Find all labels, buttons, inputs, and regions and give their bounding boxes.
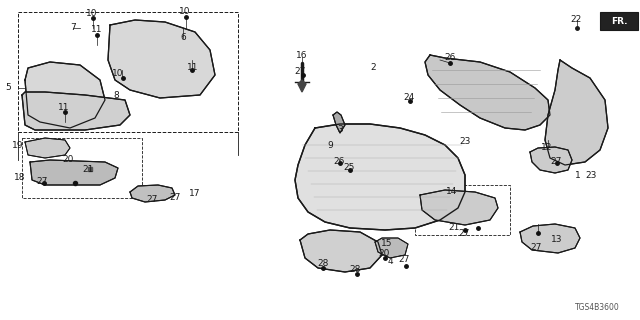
Text: 27: 27 — [170, 194, 180, 203]
Polygon shape — [300, 230, 382, 272]
Polygon shape — [130, 185, 175, 202]
Bar — [415, 185, 510, 235]
Text: 27: 27 — [147, 196, 157, 204]
Text: 9: 9 — [327, 140, 333, 149]
Text: 23: 23 — [460, 137, 470, 146]
Text: 1: 1 — [575, 171, 581, 180]
Text: 15: 15 — [381, 238, 393, 247]
Text: 18: 18 — [14, 173, 26, 182]
Text: 20: 20 — [378, 249, 390, 258]
Text: 25: 25 — [343, 164, 355, 172]
Bar — [18, 12, 238, 132]
Text: 28: 28 — [317, 259, 329, 268]
Text: 11: 11 — [58, 103, 70, 113]
Text: 26: 26 — [333, 157, 345, 166]
Polygon shape — [22, 92, 130, 130]
Polygon shape — [530, 147, 572, 173]
Text: 5: 5 — [5, 84, 11, 92]
Text: 4: 4 — [387, 258, 393, 267]
Text: 20: 20 — [62, 156, 74, 164]
Text: 10: 10 — [179, 7, 191, 17]
Polygon shape — [30, 160, 118, 185]
Text: 24: 24 — [403, 92, 415, 101]
Text: 17: 17 — [189, 188, 201, 197]
Text: 14: 14 — [446, 188, 458, 196]
Text: 27: 27 — [531, 244, 541, 252]
Text: 2: 2 — [370, 62, 376, 71]
Text: 22: 22 — [570, 15, 582, 25]
Text: 27: 27 — [458, 229, 470, 238]
Polygon shape — [25, 62, 105, 128]
Text: 26: 26 — [444, 53, 456, 62]
Text: 3: 3 — [337, 125, 343, 134]
Text: 11: 11 — [92, 26, 103, 35]
Text: FR.: FR. — [611, 17, 627, 26]
Text: 28: 28 — [349, 266, 361, 275]
Polygon shape — [520, 224, 580, 253]
Bar — [22, 138, 142, 198]
Text: 19: 19 — [12, 140, 24, 149]
Text: 27: 27 — [294, 68, 306, 76]
Polygon shape — [108, 20, 215, 98]
Polygon shape — [425, 55, 550, 130]
Text: 12: 12 — [541, 142, 553, 151]
Polygon shape — [333, 112, 345, 133]
Text: 16: 16 — [296, 52, 308, 60]
Text: 10: 10 — [86, 9, 98, 18]
Polygon shape — [295, 124, 465, 230]
Text: 21: 21 — [83, 165, 93, 174]
Text: 11: 11 — [188, 63, 199, 73]
Text: 10: 10 — [112, 68, 124, 77]
Text: TGS4B3600: TGS4B3600 — [575, 303, 620, 313]
Polygon shape — [25, 138, 70, 158]
Text: 27: 27 — [398, 255, 410, 265]
Polygon shape — [298, 80, 306, 92]
Text: 7: 7 — [70, 23, 76, 33]
Text: 6: 6 — [180, 34, 186, 43]
Polygon shape — [545, 60, 608, 165]
Polygon shape — [375, 238, 408, 258]
Text: 21: 21 — [448, 223, 460, 233]
FancyBboxPatch shape — [600, 12, 638, 30]
Text: 23: 23 — [586, 171, 596, 180]
Text: 27: 27 — [36, 178, 48, 187]
Text: 8: 8 — [113, 91, 119, 100]
Text: 13: 13 — [551, 236, 563, 244]
Polygon shape — [420, 190, 498, 225]
Text: 27: 27 — [550, 157, 562, 166]
